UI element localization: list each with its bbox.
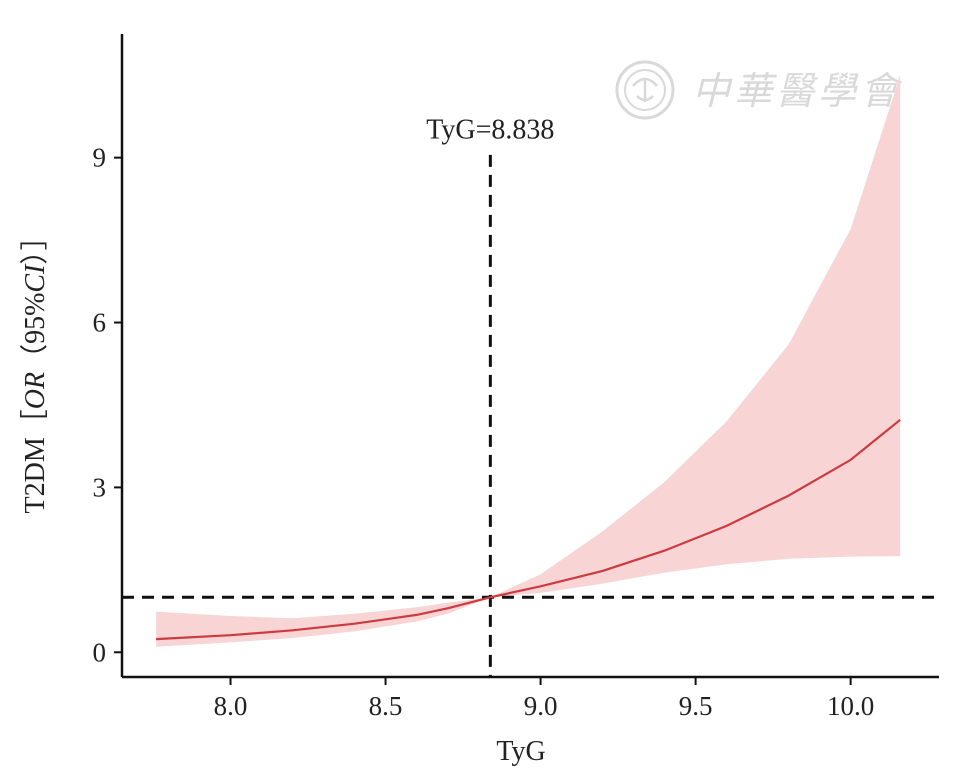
y-tick-label: 9 [93,143,107,173]
x-tick-label: 9.0 [524,691,558,721]
y-tick-label: 6 [93,308,107,338]
association-seal-icon [615,60,675,120]
or-curve-line [156,418,901,641]
x-tick-label: 10.0 [827,691,874,721]
y-tick-label: 0 [93,637,107,667]
y-axis-title-prefix: T2DM［ [19,409,51,513]
x-axis-ticks: 8.0 8.5 9.0 9.5 10.0 [214,677,874,721]
y-axis-title-or: OR [20,372,51,409]
threshold-annotation: TyG=8.838 [426,114,554,145]
y-axis-title-ci: CI [20,263,51,293]
x-axis-title: TyG [496,736,545,767]
x-tick-label: 9.5 [679,691,713,721]
y-axis-title: T2DM［OR（95%CI）］ [19,223,51,514]
x-tick-label: 8.0 [214,691,248,721]
y-axis-title-suffix: ）］ [19,223,51,265]
y-axis-title-mid: （95% [19,293,51,372]
y-tick-label: 3 [93,472,107,502]
watermark-text: 中華醫學會 [692,71,903,113]
plot-area [122,75,939,677]
watermark: 中華醫學會 [615,60,903,120]
y-axis-ticks: 0 3 6 9 [93,143,122,667]
ci-band [156,75,901,647]
x-tick-label: 8.5 [369,691,403,721]
